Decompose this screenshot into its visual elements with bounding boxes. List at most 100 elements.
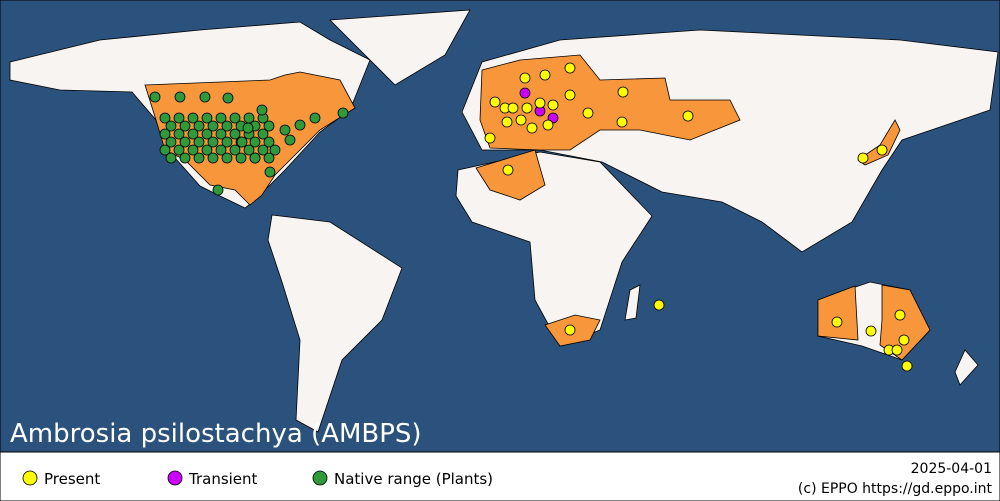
- occurrence-dot: [502, 164, 514, 176]
- occurrence-dot: [173, 128, 185, 140]
- occurrence-dot: [193, 136, 205, 148]
- occurrence-dot: [263, 136, 275, 148]
- occurrence-dot: [564, 89, 576, 101]
- legend-box: [0, 451, 1000, 501]
- legend-swatch: [312, 470, 328, 486]
- occurrence-dot: [831, 316, 843, 328]
- occurrence-dot: [534, 97, 546, 109]
- occurrence-dot: [547, 99, 559, 111]
- occurrence-dot: [616, 116, 628, 128]
- occurrence-dot: [542, 119, 554, 131]
- occurrence-dot: [201, 128, 213, 140]
- legend-label: Present: [44, 470, 100, 488]
- occurrence-dot: [865, 325, 877, 337]
- occurrence-dot: [199, 91, 211, 103]
- map-title: Ambrosia psilostachya (AMBPS): [10, 419, 422, 449]
- occurrence-dot: [484, 132, 496, 144]
- occurrence-dot: [269, 144, 281, 156]
- occurrence-dot: [257, 128, 269, 140]
- occurrence-dot: [898, 334, 910, 346]
- occurrence-dot: [159, 144, 171, 156]
- legend-label: Transient: [188, 470, 258, 488]
- south-america: [267, 214, 403, 433]
- occurrence-dot: [519, 72, 531, 84]
- occurrence-dot: [507, 102, 519, 114]
- present-algeria: [475, 149, 546, 201]
- occurrence-dot: [279, 124, 291, 136]
- occurrence-dot: [212, 184, 224, 196]
- legend-swatch: [167, 470, 183, 486]
- occurrence-dot: [201, 144, 213, 156]
- occurrence-dot: [221, 152, 233, 164]
- occurrence-dot: [521, 102, 533, 114]
- occurrence-dot: [539, 69, 551, 81]
- occurrence-dot: [564, 62, 576, 74]
- occurrence-dot: [857, 152, 869, 164]
- occurrence-dot: [187, 112, 199, 124]
- occurrence-dot: [582, 107, 594, 119]
- legend-swatch: [22, 470, 38, 486]
- occurrence-dot: [193, 152, 205, 164]
- occurrence-dot: [179, 120, 191, 132]
- occurrence-dot: [489, 96, 501, 108]
- new-zealand: [954, 349, 979, 386]
- occurrence-dot: [235, 152, 247, 164]
- occurrence-dot: [165, 136, 177, 148]
- occurrence-dot: [337, 107, 349, 119]
- occurrence-dot: [207, 120, 219, 132]
- occurrence-dot: [187, 128, 199, 140]
- occurrence-dot: [526, 122, 538, 134]
- date: 2025-04-01: [911, 461, 992, 477]
- occurrence-dot: [173, 112, 185, 124]
- occurrence-dot: [564, 324, 576, 336]
- occurrence-dot: [891, 344, 903, 356]
- occurrence-dot: [229, 128, 241, 140]
- occurrence-dot: [264, 166, 276, 178]
- occurrence-dot: [901, 360, 913, 372]
- occurrence-dot: [501, 116, 513, 128]
- occurrence-dot: [876, 144, 888, 156]
- occurrence-dot: [173, 144, 185, 156]
- occurrence-dot: [207, 136, 219, 148]
- occurrence-dot: [249, 136, 261, 148]
- occurrence-dots: [149, 62, 913, 372]
- occurrence-dot: [617, 86, 629, 98]
- credit: (c) EPPO https://gd.eppo.int: [798, 481, 993, 497]
- occurrence-dot: [159, 128, 171, 140]
- occurrence-dot: [215, 128, 227, 140]
- occurrence-dot: [682, 110, 694, 122]
- occurrence-dot: [165, 152, 177, 164]
- legend-label: Native range (Plants): [334, 470, 493, 488]
- occurrence-dot: [294, 119, 306, 131]
- occurrence-dot: [165, 120, 177, 132]
- occurrence-dot: [179, 152, 191, 164]
- occurrence-dot: [207, 152, 219, 164]
- occurrence-dot: [193, 120, 205, 132]
- occurrence-dot: [174, 91, 186, 103]
- occurrence-dot: [221, 136, 233, 148]
- occurrence-dot: [215, 112, 227, 124]
- occurrence-dot: [894, 309, 906, 321]
- occurrence-dot: [263, 120, 275, 132]
- occurrence-dot: [257, 144, 269, 156]
- occurrence-dot: [249, 152, 261, 164]
- occurrence-dot: [242, 122, 254, 134]
- occurrence-dot: [201, 112, 213, 124]
- madagascar: [624, 284, 641, 321]
- occurrence-dot: [256, 104, 268, 116]
- occurrence-dot: [229, 144, 241, 156]
- occurrence-dot: [236, 136, 248, 148]
- occurrence-dot: [149, 91, 161, 103]
- occurrence-dot: [309, 112, 321, 124]
- occurrence-dot: [159, 112, 171, 124]
- occurrence-dot: [229, 112, 241, 124]
- occurrence-dot: [187, 144, 199, 156]
- occurrence-dot: [519, 87, 531, 99]
- occurrence-dot: [243, 144, 255, 156]
- occurrence-dot: [515, 114, 527, 126]
- occurrence-dot: [215, 144, 227, 156]
- occurrence-dot: [221, 120, 233, 132]
- occurrence-dot: [222, 92, 234, 104]
